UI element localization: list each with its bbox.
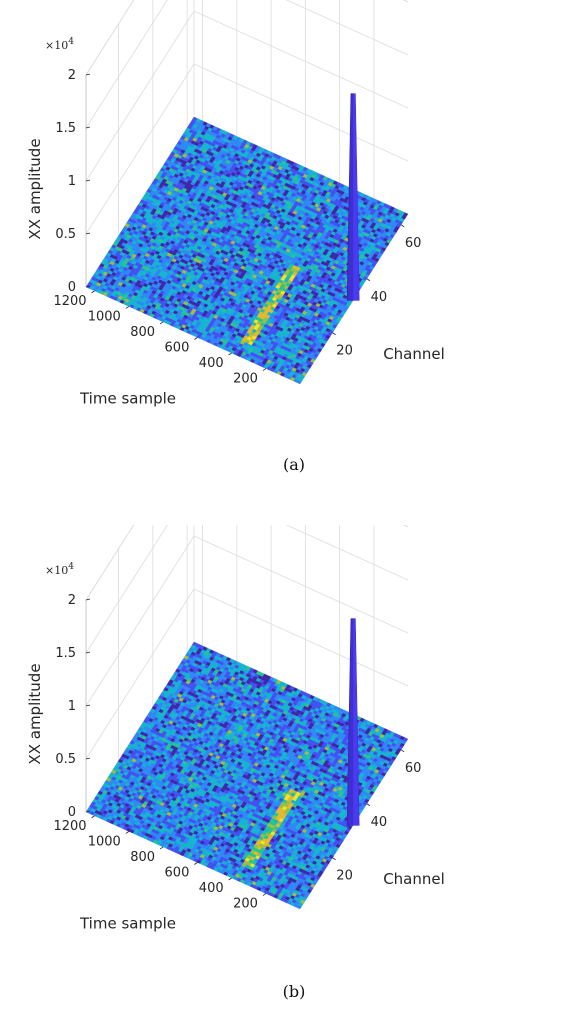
z-gridline — [85, 525, 409, 601]
z-gridline — [85, 0, 409, 76]
z-multiplier-exponent: 4 — [68, 37, 74, 47]
z-tick-label: 1 — [68, 174, 76, 189]
z-multiplier: ×104 — [45, 37, 74, 52]
surface-plot-a: 0 0.5 1 1.5 2 ×104 XX amplitude 20 40 60 Channel 20… — [26, 0, 445, 408]
z-tick-label: 0.5 — [55, 227, 76, 242]
x-tick-mark — [332, 332, 336, 336]
y-tick-label: 800 — [130, 325, 155, 340]
x-tick-label: 60 — [405, 236, 422, 251]
y-tick-label: 400 — [199, 356, 224, 371]
y-axis-label: Time sample — [79, 390, 176, 408]
x-tick-label: 20 — [336, 344, 353, 359]
y-tick-label: 200 — [233, 372, 258, 387]
y-tick-mark — [194, 337, 198, 340]
x-tick-mark — [400, 224, 405, 228]
z-gridline — [85, 525, 409, 654]
y-tick-mark — [125, 306, 130, 309]
y-tick-mark — [262, 368, 267, 371]
surface — [85, 116, 409, 385]
z-tick-label: 2 — [68, 68, 76, 83]
y-tick-mark — [228, 352, 232, 356]
y-tick-label: 1200 — [53, 294, 86, 309]
surface — [85, 641, 409, 910]
z-tick-label: 0 — [68, 280, 76, 295]
y-tick-label: 1000 — [88, 309, 121, 324]
x-tick-mark — [366, 278, 371, 282]
x-axis-label: Channel — [383, 345, 445, 363]
x-tick-label: 40 — [371, 290, 388, 305]
z-tick-label: 1.5 — [55, 121, 76, 136]
top-edge-lines — [85, 525, 409, 601]
top-edge-lines — [85, 0, 409, 76]
y-tick-label: 600 — [165, 340, 190, 355]
y-tick-mark — [91, 290, 95, 294]
z-gridline — [85, 0, 409, 129]
y-tick-mark — [159, 321, 164, 325]
z-axis-label: XX amplitude — [26, 138, 44, 239]
caption-a: (a) — [282, 455, 306, 474]
